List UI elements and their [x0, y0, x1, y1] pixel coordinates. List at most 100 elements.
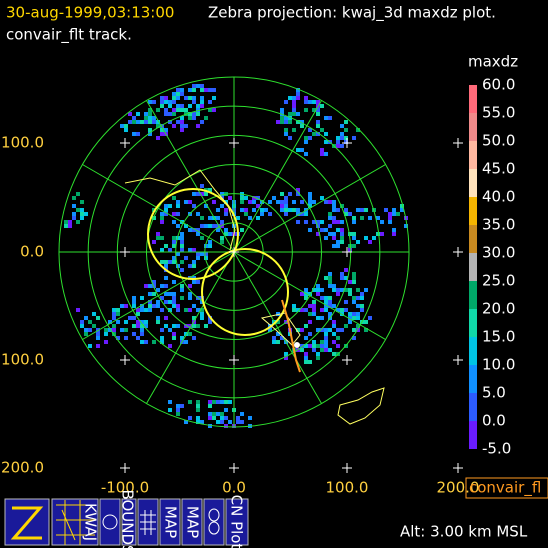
echo-cell: [296, 112, 300, 116]
echo-cell: [136, 336, 140, 340]
echo-cell: [216, 412, 220, 416]
echo-cell: [148, 292, 152, 296]
echo-cell: [304, 96, 308, 100]
echo-cell: [68, 224, 72, 228]
echo-cell: [368, 316, 372, 320]
echo-cell: [352, 276, 356, 280]
echo-cell: [340, 228, 344, 232]
echo-cell: [348, 316, 352, 320]
echo-cell: [316, 108, 320, 112]
echo-cell: [292, 96, 296, 100]
icon-button[interactable]: [99, 498, 121, 546]
echo-cell: [208, 404, 212, 408]
echo-cell: [168, 112, 172, 116]
echo-cell: [180, 288, 184, 292]
colorbar-label: 55.0: [482, 104, 515, 122]
echo-cell: [96, 336, 100, 340]
echo-cell: [168, 100, 172, 104]
echo-cell: [160, 100, 164, 104]
icon-button[interactable]: [51, 498, 99, 546]
colorbar-segment: [469, 393, 477, 421]
echo-cell: [156, 232, 160, 236]
echo-cell: [316, 288, 320, 292]
echo-cell: [364, 320, 368, 324]
overlay-box[interactable]: [465, 477, 548, 499]
overlay-label[interactable]: convair_fl: [469, 479, 541, 498]
echo-cell: [344, 268, 348, 272]
echo-cell: [104, 332, 108, 336]
echo-cell: [220, 236, 224, 240]
icon-label[interactable]: KWAJ: [82, 503, 100, 541]
echo-cell: [296, 308, 300, 312]
echo-cell: [184, 324, 188, 328]
icon-label[interactable]: MAP: [162, 506, 180, 538]
range-circle: [201, 248, 289, 336]
echo-cell: [300, 292, 304, 296]
echo-cell: [116, 308, 120, 312]
echo-cell: [208, 108, 212, 112]
echo-cell: [268, 212, 272, 216]
icon-label[interactable]: BOUNDS: [119, 489, 137, 548]
echo-cell: [172, 300, 176, 304]
echo-cell: [300, 348, 304, 352]
echo-cell: [188, 88, 192, 92]
echo-cell: [120, 124, 124, 128]
echo-cell: [296, 120, 300, 124]
echo-cell: [184, 200, 188, 204]
icon-button[interactable]: [159, 498, 181, 546]
echo-cell: [204, 324, 208, 328]
echo-cell: [344, 324, 348, 328]
echo-cell: [140, 308, 144, 312]
icon-bar: KWAJ BOUNDS MAP MAP CN Plot: [4, 489, 249, 548]
echo-cell: [172, 244, 176, 248]
echo-cell: [192, 264, 196, 268]
icon-glyph: [208, 521, 220, 535]
echo-cell: [284, 132, 288, 136]
echo-cell: [164, 292, 168, 296]
echo-cell: [288, 116, 292, 120]
echo-cell: [356, 324, 360, 328]
echo-cell: [164, 112, 168, 116]
echo-cell: [352, 312, 356, 316]
echo-cell: [172, 92, 176, 96]
echo-cell: [84, 328, 88, 332]
echo-cell: [156, 300, 160, 304]
echo-cell: [152, 120, 156, 124]
echo-cell: [356, 316, 360, 320]
echo-cell: [336, 136, 340, 140]
echo-cell: [328, 284, 332, 288]
echo-cell: [204, 88, 208, 92]
echo-cell: [176, 120, 180, 124]
echo-cell: [308, 312, 312, 316]
colorbar-label: 0.0: [482, 412, 506, 430]
colorbar-segment: [469, 365, 477, 393]
echo-cell: [308, 228, 312, 232]
echo-cell: [324, 308, 328, 312]
echo-cell: [148, 112, 152, 116]
colorbar-label: 25.0: [482, 272, 515, 290]
echo-cell: [192, 116, 196, 120]
colorbar-segment: [469, 225, 477, 253]
x-tick-label: 0.0: [222, 479, 246, 497]
icon-button[interactable]: [181, 498, 203, 546]
echo-cell: [156, 304, 160, 308]
colorbar-segment: [469, 169, 477, 197]
echo-cell: [324, 340, 328, 344]
echo-cell: [172, 220, 176, 224]
echo-cell: [156, 316, 160, 320]
icon-label[interactable]: CN Plot: [228, 495, 246, 548]
echo-cell: [112, 328, 116, 332]
echo-cell: [164, 260, 168, 264]
echo-cell: [184, 332, 188, 336]
icon-button[interactable]: [225, 498, 249, 546]
icon-label[interactable]: MAP: [184, 506, 202, 538]
echo-cell: [180, 116, 184, 120]
echo-cell: [132, 304, 136, 308]
colorbar-segment: [469, 85, 477, 113]
echo-cell: [316, 232, 320, 236]
echo-cell: [352, 296, 356, 300]
icon-button[interactable]: [121, 498, 137, 546]
echo-cell: [340, 308, 344, 312]
aircraft: [294, 342, 300, 348]
echo-cell: [172, 100, 176, 104]
